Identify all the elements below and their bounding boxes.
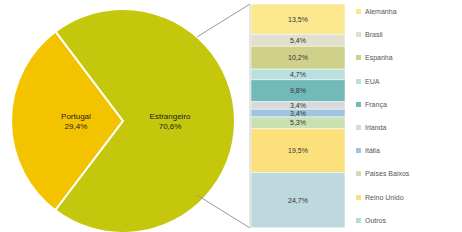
html-text:EUA: EUA xyxy=(365,77,380,85)
svg-text:24,7%: 24,7% xyxy=(288,197,308,204)
svg-text:3,4%: 3,4% xyxy=(290,110,306,117)
html-text:Países Baixos: Países Baixos xyxy=(365,170,410,178)
html-text:Itália: Itália xyxy=(365,147,380,155)
svg-text:13,5%: 13,5% xyxy=(288,16,308,23)
svg-text:Estrangeiro70,6%: Estrangeiro70,6% xyxy=(150,112,191,131)
html-text:Alemanha: Alemanha xyxy=(365,8,397,16)
svg-text:19,5%: 19,5% xyxy=(288,147,308,154)
svg-text:10,2%: 10,2% xyxy=(288,54,308,61)
html-text:França: França xyxy=(365,100,387,108)
svg-text:4,7%: 4,7% xyxy=(290,71,306,78)
svg-text:3,4%: 3,4% xyxy=(290,102,306,109)
svg-text:5,3%: 5,3% xyxy=(290,119,306,126)
html-text:Outros: Outros xyxy=(365,216,386,224)
html-text:Reino Unido: Reino Unido xyxy=(365,193,404,201)
svg-text:5,4%: 5,4% xyxy=(290,37,306,44)
svg-text:Portugal29,4%: Portugal29,4% xyxy=(61,112,91,131)
html-text:Irlanda: Irlanda xyxy=(365,124,387,131)
html-text:Espanha: Espanha xyxy=(365,54,393,62)
html-text:Brasil: Brasil xyxy=(365,31,383,39)
svg-text:9,8%: 9,8% xyxy=(290,87,306,94)
